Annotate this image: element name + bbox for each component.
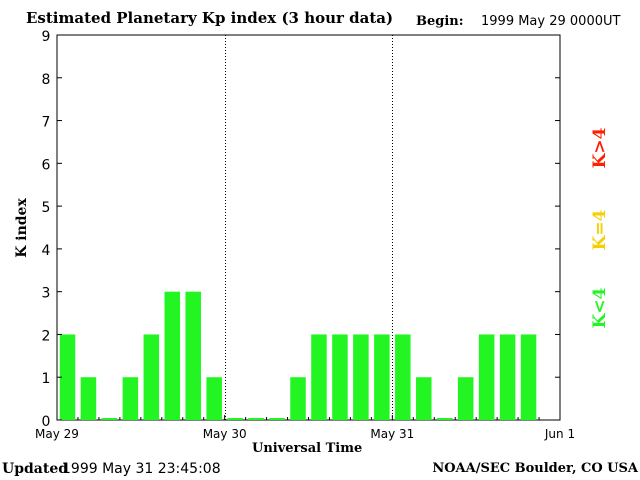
x-tick-label: Jun 1 [544, 427, 575, 441]
kp-bar [59, 334, 76, 420]
updated-label: Updated [2, 461, 69, 477]
legend-high-text: K>4 [590, 127, 610, 169]
kp-bar [101, 418, 118, 420]
kp-bar [353, 334, 369, 420]
kp-bar [185, 291, 201, 420]
legend-mid: K=4 [590, 190, 610, 270]
kp-bar [290, 377, 306, 420]
kp-bar [248, 418, 264, 420]
kp-bar [164, 291, 181, 420]
y-axis-label: K index [14, 198, 30, 258]
x-axis-label: Universal Time [252, 441, 363, 456]
y-tick-label: 1 [42, 371, 51, 387]
begin-value: 1999 May 29 0000UT [481, 14, 621, 29]
chart-title: Estimated Planetary Kp index (3 hour dat… [26, 9, 394, 27]
y-tick-label: 9 [42, 29, 51, 45]
updated-value: 1999 May 31 23:45:08 [62, 461, 221, 477]
y-tick-label: 5 [42, 200, 51, 216]
legend-low-text: K<4 [590, 287, 610, 329]
x-tick-label: May 30 [203, 427, 247, 441]
y-tick-label: 6 [42, 157, 51, 173]
x-tick-label: May 31 [370, 427, 414, 441]
begin-label: Begin: [416, 14, 464, 29]
kp-bar [416, 377, 432, 420]
kp-bar [478, 334, 495, 420]
y-tick-label: 8 [42, 72, 51, 88]
kp-bar [269, 418, 285, 420]
y-tick-label: 0 [42, 414, 51, 430]
y-tick-label: 4 [42, 243, 51, 259]
source-credit: NOAA/SEC Boulder, CO USA [432, 461, 638, 476]
x-tick-label: May 29 [35, 427, 79, 441]
y-tick-label: 7 [42, 115, 51, 131]
kp-bar [457, 377, 474, 420]
kp-bar [374, 334, 390, 420]
kp-bar [122, 377, 139, 420]
kp-bar [143, 334, 160, 420]
legend-mid-text: K=4 [590, 209, 610, 251]
y-tick-label: 3 [42, 286, 51, 302]
kp-bar [436, 418, 453, 420]
kp-bar [227, 418, 243, 420]
kp-bar [206, 377, 222, 420]
kp-bar [80, 377, 97, 420]
legend-high: K>4 [590, 108, 610, 188]
kp-bar [499, 334, 516, 420]
kp-bar [395, 334, 411, 420]
kp-bar [520, 334, 537, 420]
kp-bar [332, 334, 348, 420]
kp-bar [311, 334, 327, 420]
legend-low: K<4 [590, 268, 610, 348]
y-tick-label: 2 [42, 328, 51, 344]
